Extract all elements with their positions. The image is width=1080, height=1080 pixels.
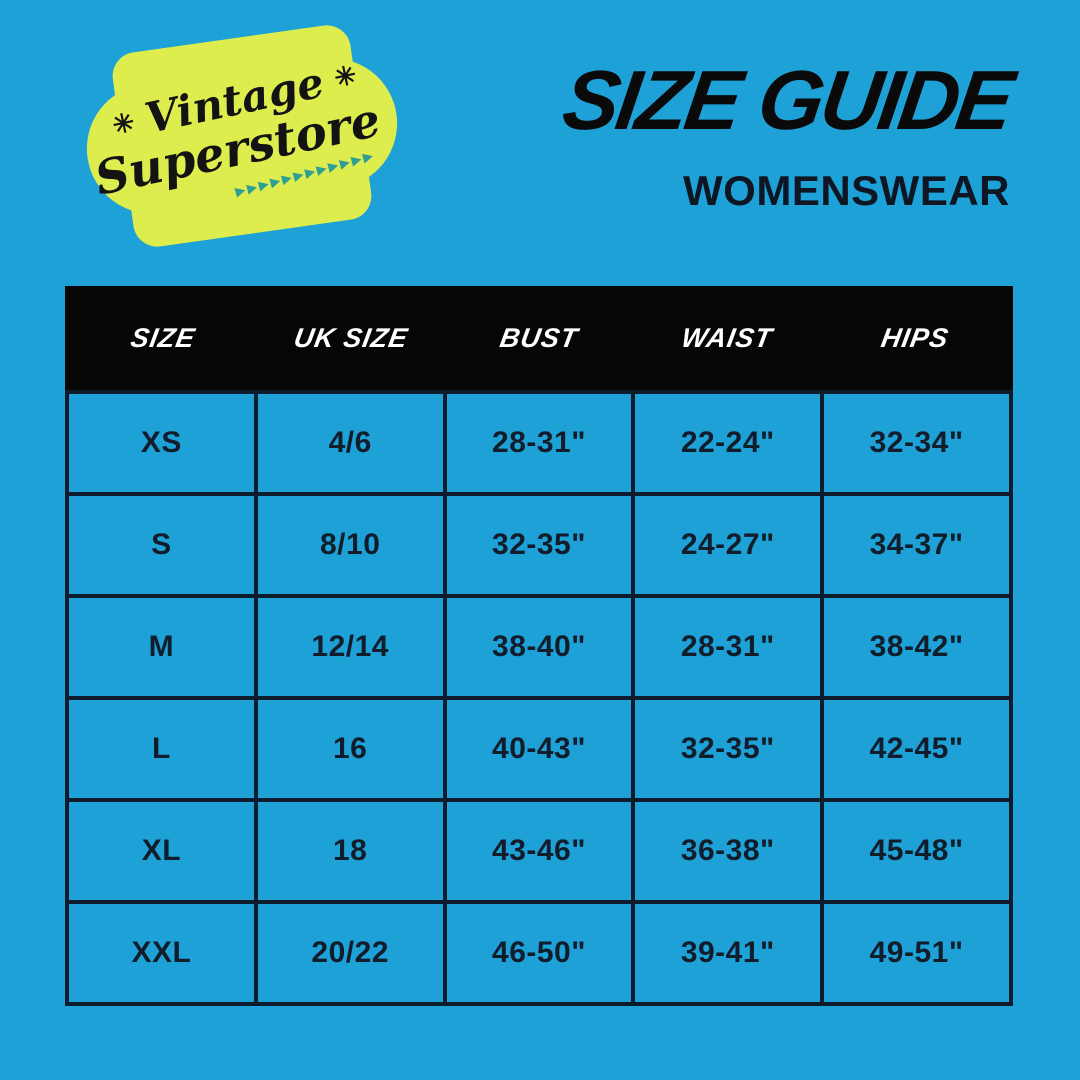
measurement-cell: 18 xyxy=(257,802,443,900)
measurement-cell: 49-51" xyxy=(824,904,1009,1002)
measurement-cell: 32-35" xyxy=(446,496,632,594)
page-subtitle: WOMENSWEAR xyxy=(683,167,1010,214)
vintage-superstore-logo: ✳ Vintage ✳ Superstore ▶▶▶▶▶▶▶▶▶▶▶▶ xyxy=(74,17,410,255)
measurement-cell: 40-43" xyxy=(446,700,632,798)
table-body: XS 4/6 28-31" 22-24" 32-34" S 8/10 32-35" 24-27"… xyxy=(65,390,1013,1006)
measurement-cell: 46-50" xyxy=(446,904,632,1002)
table-header-row: SIZE UK SIZE BUST WAIST HIPS xyxy=(65,286,1013,390)
measurement-cell: 28-31" xyxy=(446,394,632,492)
size-label-cell: L xyxy=(69,700,254,798)
page-title: SIZE GUIDE xyxy=(557,53,1017,147)
sparkle-icon: ✳ xyxy=(331,60,360,95)
measurement-cell: 24-27" xyxy=(635,496,821,594)
column-header: SIZE xyxy=(128,322,198,353)
measurement-cell: 38-42" xyxy=(824,598,1009,696)
column-header: WAIST xyxy=(679,322,775,353)
measurement-cell: 34-37" xyxy=(824,496,1009,594)
logo-content: ✳ Vintage ✳ Superstore ▶▶▶▶▶▶▶▶▶▶▶▶ xyxy=(69,8,415,265)
column-header: UK SIZE xyxy=(291,322,411,353)
size-label-cell: XL xyxy=(69,802,254,900)
measurement-cell: 42-45" xyxy=(824,700,1009,798)
measurement-cell: 28-31" xyxy=(635,598,821,696)
measurement-cell: 45-48" xyxy=(824,802,1009,900)
column-header: BUST xyxy=(497,322,581,353)
measurement-cell: 36-38" xyxy=(635,802,821,900)
measurement-cell: 39-41" xyxy=(635,904,821,1002)
column-header: HIPS xyxy=(878,322,952,353)
measurement-cell: 12/14 xyxy=(257,598,443,696)
measurement-cell: 4/6 xyxy=(257,394,443,492)
size-label-cell: XXL xyxy=(69,904,254,1002)
title-block: SIZE GUIDE WOMENSWEAR xyxy=(557,48,1016,215)
size-label-cell: XS xyxy=(69,394,254,492)
measurement-cell: 20/22 xyxy=(257,904,443,1002)
sparkle-icon: ✳ xyxy=(109,107,138,142)
measurement-cell: 43-46" xyxy=(446,802,632,900)
measurement-cell: 22-24" xyxy=(635,394,821,492)
size-label-cell: M xyxy=(69,598,254,696)
size-label-cell: S xyxy=(69,496,254,594)
measurement-cell: 32-34" xyxy=(824,394,1009,492)
measurement-cell: 8/10 xyxy=(257,496,443,594)
size-guide-table: SIZE UK SIZE BUST WAIST HIPS XS 4/6 28-31" 22-2… xyxy=(65,286,1013,1006)
measurement-cell: 16 xyxy=(257,700,443,798)
measurement-cell: 38-40" xyxy=(446,598,632,696)
measurement-cell: 32-35" xyxy=(635,700,821,798)
